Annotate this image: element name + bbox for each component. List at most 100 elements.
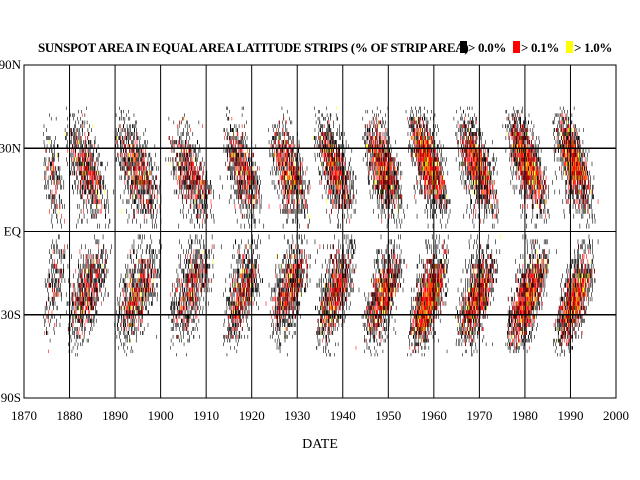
sunspot-cell [198,175,199,181]
sunspot-cell [141,263,142,269]
sunspot-cell [52,157,54,162]
sunspot-cell [84,113,86,117]
sunspot-cell [130,292,131,297]
sunspot-cell [245,144,247,149]
sunspot-cell [242,296,244,302]
sunspot-cell [149,287,151,293]
sunspot-cell [62,204,63,209]
sunspot-cell [253,194,255,200]
sunspot-cell [175,140,176,145]
sunspot-cell [142,268,143,274]
sunspot-cell [50,161,52,167]
sunspot-cell [175,322,176,327]
sunspot-cell [240,175,241,181]
sunspot-cell [88,170,90,176]
sunspot-cell [74,144,75,149]
sunspot-cell [92,194,93,200]
sunspot-cell [255,161,256,167]
sunspot-cell [230,166,231,171]
sunspot-cell [239,161,241,167]
sunspot-cell [139,189,140,195]
sunspot-cell [187,301,189,306]
sunspot-cell [132,157,134,162]
sunspot-cell [170,338,172,343]
sunspot-cell [201,287,203,293]
sunspot-cell [195,268,197,274]
sunspot-cell [132,296,133,302]
sunspot-cell [176,287,178,293]
sunspot-cell [89,310,90,315]
sunspot-cell [188,258,190,264]
sunspot-cell [91,287,92,293]
sunspot-cell [198,148,200,153]
sunspot-cell [153,189,155,195]
sunspot-cell [45,175,47,181]
sunspot-cell [203,194,204,200]
sunspot-cell [245,301,247,306]
sunspot-cell [53,144,55,149]
sunspot-cell [137,189,139,195]
sunspot-cell [151,194,153,200]
sunspot-cell [154,161,156,167]
sunspot-cell [131,189,132,195]
sunspot-cell [95,254,97,259]
sunspot-cell [120,152,121,158]
sunspot-cell [177,305,178,311]
sunspot-cell [76,161,77,167]
sunspot-cell [81,301,83,306]
sunspot-cell [82,282,83,288]
sunspot-cell [149,170,150,176]
sunspot-cell [187,166,189,171]
sunspot-cell [74,301,76,306]
sunspot-cell [95,199,97,205]
sunspot-cell [238,334,240,339]
sunspot-cell [229,109,230,114]
sunspot-cell [203,208,205,214]
sunspot-cell [174,301,176,306]
sunspot-cell [238,301,239,306]
sunspot-cell [124,296,126,302]
sunspot-cell [204,278,205,283]
sunspot-cell [141,166,142,171]
sunspot-cell [239,244,241,250]
sunspot-cell [193,273,195,279]
sunspot-cell [190,189,192,195]
sunspot-cell [201,161,202,167]
sunspot-cell [103,204,105,209]
sunspot-cell [90,180,91,185]
sunspot-cell [132,124,134,129]
sunspot-cell [186,305,187,311]
sunspot-cell [134,140,136,145]
sunspot-cell [236,148,238,153]
sunspot-cell [131,314,133,319]
sunspot-cell [177,273,179,279]
sunspot-cell [56,213,57,219]
sunspot-cell [183,292,185,297]
sunspot-cell [249,161,250,167]
sunspot-cell [143,268,144,274]
sunspot-cell [53,292,55,297]
sunspot-cell [87,157,88,162]
sunspot-cell [236,258,238,264]
sunspot-cell [92,144,94,149]
sunspot-cell [182,161,183,167]
sunspot-cell [72,148,74,153]
sunspot-cell [49,148,51,153]
sunspot-cell [132,292,134,297]
sunspot-cell [147,157,149,162]
sunspot-cell [188,278,190,283]
sunspot-cell [52,287,54,293]
sunspot-cell [86,120,88,125]
sunspot-cell [186,180,187,185]
sunspot-cell [92,189,94,195]
sunspot-cell [133,310,135,315]
sunspot-cell [247,322,248,327]
sunspot-cell [237,278,239,283]
sunspot-cell [253,204,254,209]
sunspot-cell [144,184,145,190]
sunspot-cell [129,305,131,311]
sunspot-cell [129,292,131,297]
sunspot-cell [179,166,180,171]
sunspot-cell [240,157,241,162]
sunspot-cell [80,305,81,311]
